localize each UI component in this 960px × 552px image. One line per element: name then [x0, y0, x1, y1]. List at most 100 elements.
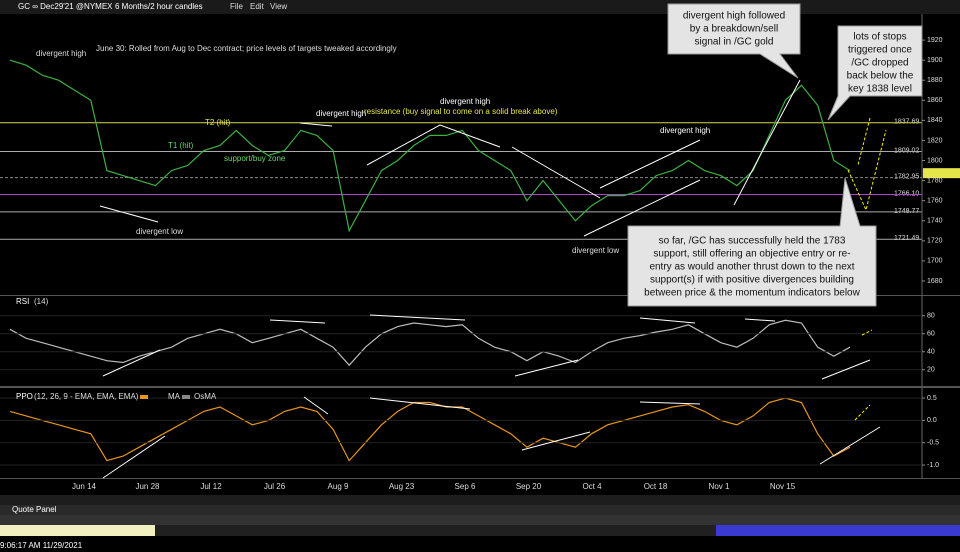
x-tick-label: Jul 12: [200, 482, 222, 491]
x-tick-label: Jun 28: [135, 482, 160, 491]
legend-ma: MA: [168, 392, 181, 401]
level-label: 1837.69: [894, 119, 919, 126]
y-tick-label: 1780: [927, 177, 943, 184]
x-tick-label: Nov 1: [709, 482, 730, 491]
y-tick-label: 1880: [927, 77, 943, 84]
y-tick-label: 1680: [927, 278, 943, 285]
last-price-box: [923, 168, 960, 179]
trendline: [102, 396, 881, 479]
instrument-cell[interactable]: [0, 525, 155, 536]
rsi-label: RSI: [16, 297, 29, 306]
y-tick-label: 40: [927, 349, 935, 356]
y-tick-label: 1740: [927, 218, 943, 225]
callout-line: triggered once: [848, 45, 912, 56]
callout: divergent high followed by a breakdown/s…: [667, 3, 801, 79]
callout-line: lots of stops: [853, 32, 906, 43]
callout-line: key 1838 level: [848, 84, 912, 95]
callout-line: signal in /GC gold: [695, 37, 774, 48]
callout-line: support(s) if with positive divergences …: [650, 275, 854, 286]
quote-row: [0, 525, 960, 536]
x-tick-label: Sep 6: [455, 482, 476, 491]
x-tick-label: Oct 4: [582, 482, 602, 491]
y-tick-label: 20: [927, 367, 935, 374]
x-tick-label: Sep 20: [516, 482, 542, 491]
annotation: divergent low: [136, 227, 183, 236]
y-tick-label: 1720: [927, 238, 943, 245]
annotation: divergent high: [660, 126, 710, 135]
callout-line: /GC dropped: [851, 58, 908, 69]
callout-line: so far, /GC has successfully held the 17…: [659, 236, 846, 247]
annotation: T1 (hit): [168, 141, 194, 150]
y-tick-label: 1700: [927, 258, 943, 265]
y-tick-label: 1800: [927, 157, 943, 164]
y-tick-label: -1.0: [927, 462, 939, 469]
callout-line: entry as would another thrust down to th…: [649, 262, 854, 273]
callout-line: between price & the momentum indicators …: [644, 288, 860, 299]
callout-line: support, still offering an objective ent…: [653, 249, 850, 260]
separator: [0, 478, 960, 479]
rsi-params: (14): [34, 297, 49, 306]
level-label: 1809.02: [894, 147, 919, 154]
separator: [0, 386, 960, 388]
trendline: [102, 314, 871, 380]
annotation: divergent high: [316, 109, 366, 118]
callout-box: [667, 3, 801, 79]
x-tick-label: Oct 18: [644, 482, 668, 491]
annotation: divergent high: [36, 49, 86, 58]
menu-item[interactable]: Edit: [250, 2, 265, 11]
quote-header: [0, 515, 960, 525]
level-label: 1721.49: [894, 235, 919, 242]
callout-box: [827, 25, 923, 121]
change-cell: [716, 525, 960, 536]
ppo-params: (12, 26, 9 - EMA, EMA, EMA): [34, 392, 139, 401]
ppo-label: PPO: [16, 392, 33, 401]
x-tick-label: Jul 26: [264, 482, 286, 491]
status-time: 9:06:17 AM 11/29/2021: [0, 541, 83, 550]
level-label: 1782.95: [894, 173, 919, 180]
quote-title-bar: [0, 505, 960, 515]
y-tick-label: 1900: [927, 57, 943, 64]
annotation: divergent high: [440, 97, 490, 106]
level-label: 1748.77: [894, 208, 919, 215]
y-tick-label: 1840: [927, 117, 943, 124]
series-line: [9, 397, 851, 462]
legend-swatch: [182, 395, 190, 399]
annotation: resistance (buy signal to come on a soli…: [364, 107, 558, 116]
x-tick-label: Aug 9: [328, 482, 349, 491]
x-tick-label: Nov 15: [770, 482, 796, 491]
y-tick-label: 1920: [927, 37, 943, 44]
menu-item[interactable]: File: [230, 2, 243, 11]
y-tick-label: 1860: [927, 97, 943, 104]
y-tick-label: 0.0: [927, 417, 937, 424]
y-tick-label: 0.5: [927, 395, 937, 402]
callout-line: back below the: [847, 71, 914, 82]
level-label: 1766.10: [894, 190, 919, 197]
callout-box: [627, 177, 877, 307]
legend-osma: OsMA: [194, 392, 217, 401]
instrument: GC ∞ Dec29'21 @NYMEX: [18, 2, 113, 11]
separator: [0, 295, 960, 296]
quote-title: Quote Panel: [12, 505, 57, 514]
annotation: divergent low: [572, 246, 619, 255]
series-line: [9, 319, 851, 367]
series-line: [9, 59, 851, 233]
callout: so far, /GC has successfully held the 17…: [627, 177, 877, 307]
timeframe: 6 Months/2 hour candles: [115, 2, 203, 11]
x-tick-label: Jun 14: [72, 482, 97, 491]
callout-line: divergent high followed: [683, 11, 785, 22]
callout-line: by a breakdown/sell: [690, 24, 778, 35]
legend-swatch: [140, 395, 148, 399]
annotation: support/buy zone: [224, 154, 286, 163]
y-tick-label: 1820: [927, 137, 943, 144]
y-tick-label: 60: [927, 331, 935, 338]
callout: lots of stops triggered once /GC dropped…: [827, 25, 923, 121]
y-tick-label: 80: [927, 313, 935, 320]
x-tick-label: Aug 23: [389, 482, 415, 491]
trendline: [99, 79, 801, 237]
overview-bar: [0, 495, 960, 505]
menu-item[interactable]: View: [270, 2, 287, 11]
y-tick-label: -0.5: [927, 440, 939, 447]
annotation: June 30: Rolled from Aug to Dec contract…: [96, 44, 397, 53]
y-tick-label: 1760: [927, 198, 943, 205]
